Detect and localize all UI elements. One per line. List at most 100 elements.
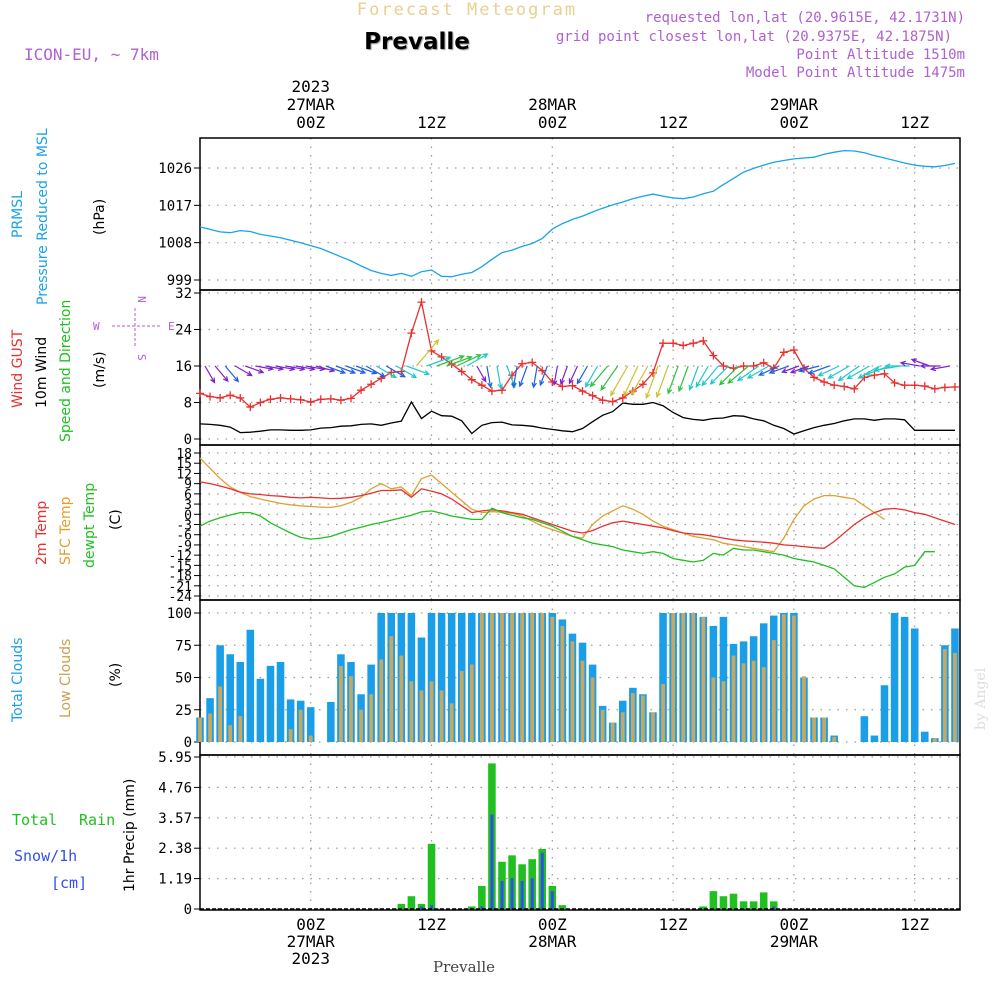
wind-arrow [204,365,216,384]
rain-label: Rain [79,811,115,829]
sfc-temp-line [199,457,885,553]
low-cloud-bar [731,655,736,742]
gust-marker [518,359,527,368]
panel-frame [199,754,961,911]
top-time-label: 00Z [538,113,567,132]
gust-marker [558,382,567,391]
gust-marker [477,381,486,390]
wind-arrow [568,365,579,385]
low-cloud-bar [671,613,675,742]
gust-marker [326,394,335,403]
gust-marker [296,395,305,404]
low-cloud-bar [288,729,293,742]
station-title: Prevalle [364,29,470,55]
y-tick-label: 1026 [158,161,192,177]
snow-bar [510,878,514,909]
wind-arrow [807,365,830,375]
total-cloud-bar [910,628,919,742]
low-cloud-bar [298,709,303,742]
pressure-label-2: Pressure Reduced to MSL [35,128,51,305]
gust-marker [588,391,597,400]
panel-wind: 0 8 16 24 32 [175,286,961,448]
wind-arrow [919,363,940,369]
total-cloud-bar [256,678,265,742]
total-cloud-bar [860,716,869,742]
wind-arrow [589,365,609,388]
bottom-time-label: 00Z [779,915,808,934]
wind-arrow [511,365,518,389]
top-time-label: 12Z [417,113,446,132]
wind-speed-line [199,400,955,435]
gust-line [199,299,956,408]
wind-arrow [610,365,629,397]
wind-arrow [645,365,659,400]
wind-arrow [576,365,589,385]
low-cloud-bar [701,616,706,742]
y-tick-label: -9 [176,539,192,554]
wind-unit: (m/s) [92,351,108,388]
low-cloud-bar [721,681,726,742]
snow-bar [540,852,544,909]
low-cloud-bar [389,636,394,742]
low-cloud-bar [590,677,595,742]
total-cloud-bar [276,662,285,742]
gust-marker [618,393,627,402]
pressure-line [199,149,956,278]
low-cloud-bar [238,716,243,742]
total-cloud-bar [427,613,436,742]
gust-marker [346,394,355,403]
snow-bar [430,905,434,909]
rain-bar [699,906,708,909]
low-cloud-bar [771,640,776,742]
low-cloud-bar [469,664,474,742]
low-cloud-bar [459,671,464,742]
rain-bar [729,893,738,909]
total-cloud-bar [327,702,335,742]
wind-arrow [695,365,709,388]
low-cloud-bar [449,703,454,742]
y-tick-label: 0 [184,432,192,448]
wind-arrow [531,365,538,389]
wind-arrow [884,363,910,369]
rain-bar [749,901,758,909]
gust-marker [830,381,839,390]
gridpoint-coords: grid point closest lon,lat (20.9375E, 42… [556,29,952,45]
gust-marker [377,374,386,383]
y-tick-label: 999 [167,273,192,289]
gust-marker [367,380,376,389]
total-cloud-bar [286,699,295,742]
low-cloud-bar [208,713,212,742]
low-cloud-bar [218,686,223,742]
low-cloud-bar [540,613,545,742]
wind-arrow [245,365,265,374]
low-cloud-bar [399,655,404,742]
total-cloud-bar [226,654,234,742]
bottom-time-label: 12Z [417,915,446,934]
snow-bar [772,906,776,909]
gust-marker [719,362,728,370]
temp2m-line [199,481,956,549]
wind-arrow [395,365,418,379]
wind-arrow [600,365,619,391]
low-cloud-bar [339,665,343,742]
wind-arrow [768,365,790,374]
wind-arrow [456,354,482,367]
wind-arrow [846,365,870,380]
low-cloud-bar [349,676,353,742]
total-clouds-label: Total Clouds [10,638,26,723]
wind-arrow [345,365,367,374]
gust-marker [538,366,547,375]
gust-marker [880,369,889,378]
y-tick-label: 75 [175,638,192,654]
bottom-time-label: 12Z [659,915,688,934]
low-cloud-bar [751,660,756,742]
low-cloud-bar [580,660,585,742]
gust-marker [437,352,446,361]
snow-bar [520,880,524,909]
gust-marker [608,397,617,406]
y-tick-label: 0 [184,508,192,523]
rain-bar [709,891,718,909]
low-cloud-bar [812,717,816,742]
